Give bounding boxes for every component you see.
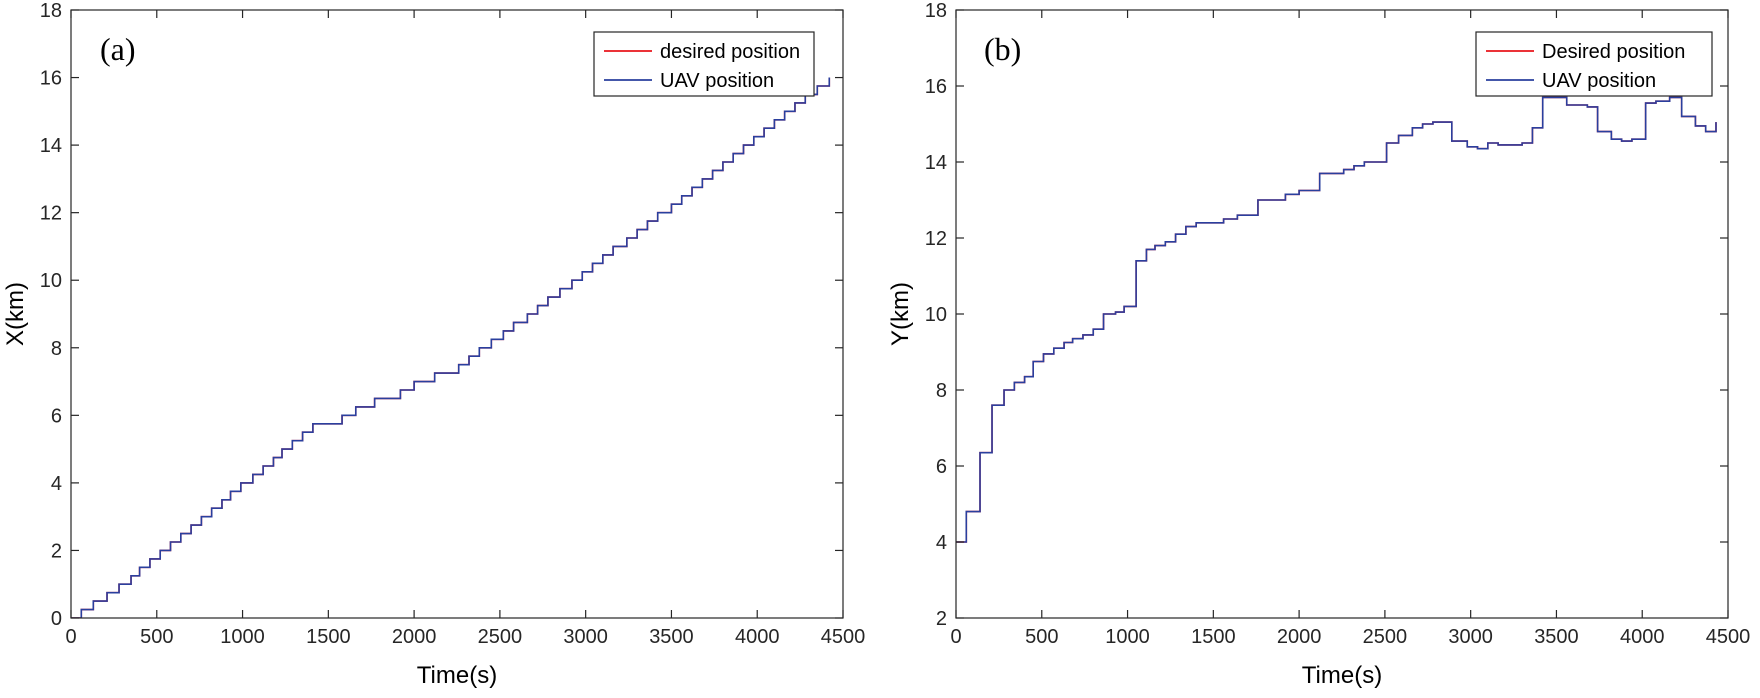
x-tick-label: 4000 [735, 626, 780, 648]
x-tick-label: 4000 [1620, 626, 1665, 648]
x-tick-label: 3500 [1534, 626, 1579, 648]
y-tick-label: 16 [925, 76, 947, 98]
x-tick-label: 500 [140, 626, 173, 648]
x-tick-label: 1000 [1105, 626, 1150, 648]
legend: desired position UAV position [593, 31, 815, 97]
y-tick-label: 10 [925, 304, 947, 326]
legend-box [593, 31, 815, 97]
x-tick-label: 3000 [1448, 626, 1493, 648]
y-axis-label: Y(km) [887, 282, 914, 346]
y-tick-label: 2 [51, 540, 62, 562]
plot-area [71, 10, 843, 618]
legend-box [1475, 31, 1713, 97]
x-tick-label: 500 [1025, 626, 1058, 648]
y-tick-label: 8 [936, 380, 947, 402]
x-tick-label: 2500 [1363, 626, 1408, 648]
y-tick-label: 18 [925, 0, 947, 22]
y-tick-label: 6 [51, 405, 62, 427]
x-tick-label: 3000 [563, 626, 608, 648]
x-tick-label: 2000 [392, 626, 437, 648]
y-tick-label: 14 [925, 152, 947, 174]
x-tick-label: 1500 [1191, 626, 1236, 648]
series-line-uav [956, 96, 1717, 543]
legend-entry-uav: UAV position [660, 70, 774, 92]
y-tick-label: 8 [51, 338, 62, 360]
y-tick-label: 16 [40, 68, 62, 90]
y-tick-label: 2 [936, 608, 947, 630]
y-tick-label: 12 [40, 203, 62, 225]
chart-panel-b: 0 500 1000 1500 2000 2500 3000 3500 4000 4500 2 4 6 8… [887, 0, 1750, 689]
legend-entry-desired: Desired position [1542, 41, 1685, 63]
series-line-uav [71, 77, 831, 618]
x-axis-label: Time(s) [1302, 662, 1382, 689]
x-tick-label: 1500 [306, 626, 351, 648]
x-tick-label: 4500 [821, 626, 866, 648]
legend-entry-desired: desired position [660, 41, 800, 63]
y-tick-label: 14 [40, 135, 62, 157]
y-tick-label: 4 [51, 473, 62, 495]
x-tick-label: 2000 [1277, 626, 1322, 648]
x-tick-label: 0 [65, 626, 76, 648]
y-tick-label: 0 [51, 608, 62, 630]
x-tick-label: 0 [950, 626, 961, 648]
panel-label: (b) [984, 31, 1021, 67]
x-axis-label: Time(s) [417, 662, 497, 689]
y-tick-label: 18 [40, 0, 62, 22]
y-tick-label: 12 [925, 228, 947, 250]
x-tick-label: 2500 [478, 626, 523, 648]
y-tick-label: 4 [936, 532, 947, 554]
x-tick-label: 3500 [649, 626, 694, 648]
chart-panel-a: 0 500 1000 1500 2000 2500 3000 3500 4000 4500 0 2 4 6… [2, 0, 865, 689]
y-axis-label: X(km) [2, 282, 29, 346]
panel-label: (a) [100, 31, 136, 67]
legend-entry-uav: UAV position [1542, 70, 1656, 92]
y-tick-label: 10 [40, 270, 62, 292]
y-tick-label: 6 [936, 456, 947, 478]
axes-box [70, 9, 844, 619]
plot-area [956, 10, 1728, 618]
x-tick-label: 1000 [220, 626, 265, 648]
x-tick-label: 4500 [1706, 626, 1751, 648]
legend: Desired position UAV position [1475, 31, 1713, 97]
